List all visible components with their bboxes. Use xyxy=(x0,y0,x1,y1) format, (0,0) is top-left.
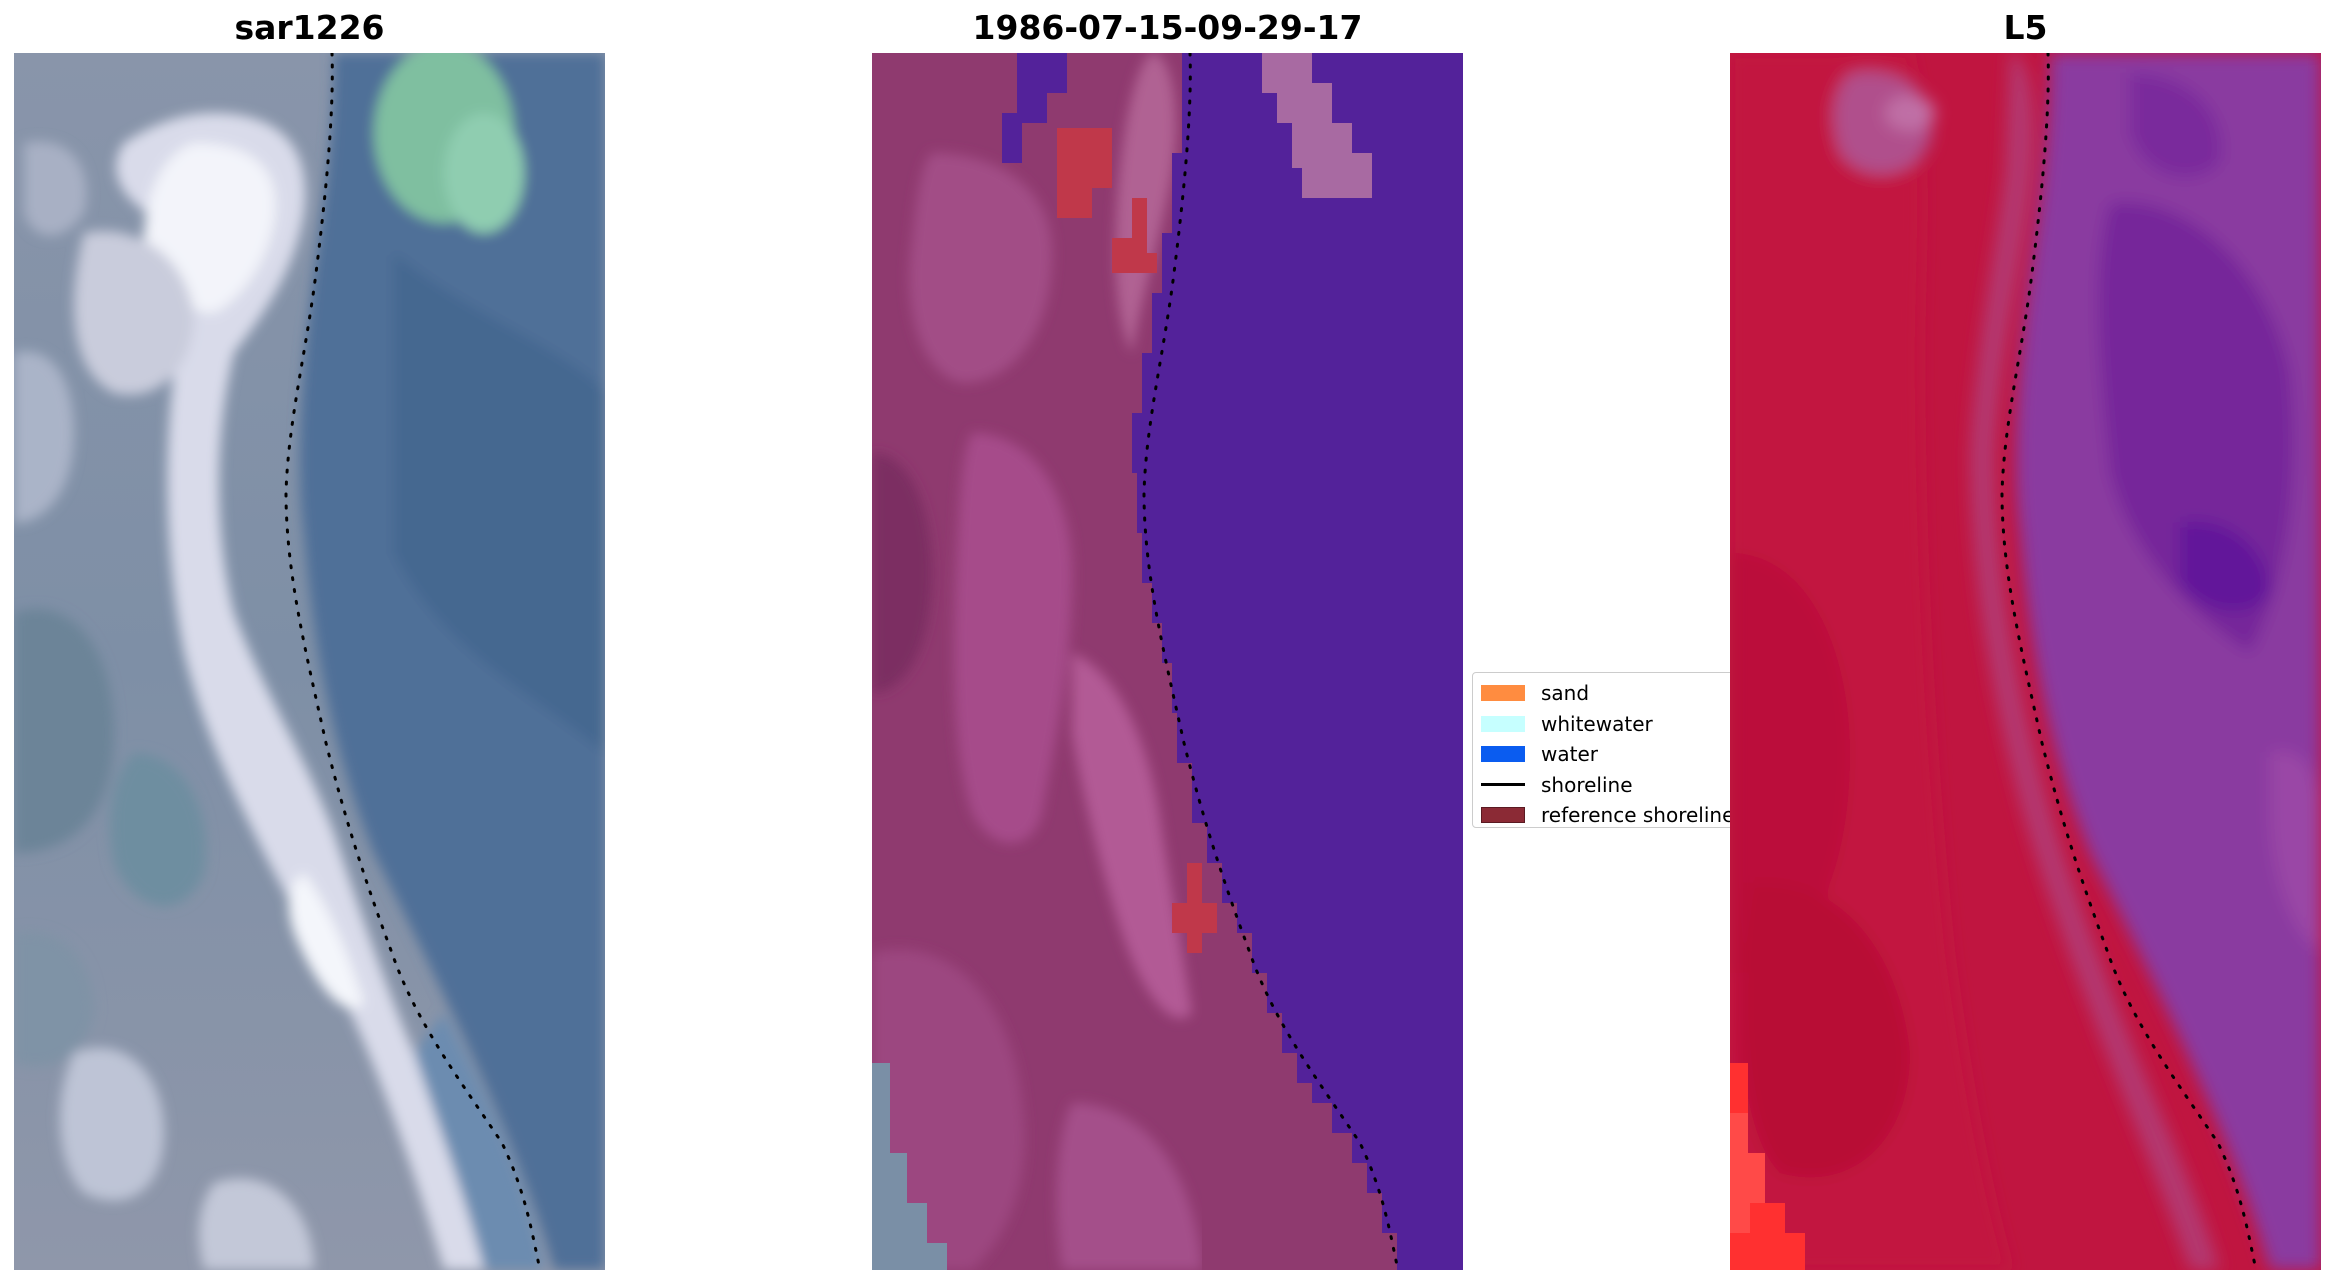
rgb-image-panel xyxy=(14,53,605,1270)
legend-label: sand xyxy=(1541,681,1590,706)
l5-image xyxy=(1730,53,2321,1270)
panel-title-rgb: sar1226 xyxy=(234,8,385,47)
reference-shoreline-swatch xyxy=(1481,807,1525,824)
rgb-image xyxy=(14,53,605,1270)
panel-title-l5: L5 xyxy=(2003,8,2048,47)
shoreline-swatch xyxy=(1481,783,1525,787)
legend-item-whitewater: whitewater xyxy=(1481,709,1871,740)
sand-swatch xyxy=(1481,685,1525,702)
l5-image-panel xyxy=(1730,53,2321,1270)
legend-item-shoreline: shoreline xyxy=(1481,770,1871,801)
legend-label: shoreline xyxy=(1541,772,1633,797)
legend-label: whitewater xyxy=(1541,711,1653,736)
legend-item-reference-shoreline: reference shoreline xyxy=(1481,800,1871,828)
legend-label: reference shoreline xyxy=(1541,803,1735,828)
panel-title-classification: 1986-07-15-09-29-17 xyxy=(972,8,1363,47)
legend-item-sand: sand xyxy=(1481,678,1871,709)
water-swatch xyxy=(1481,746,1525,763)
classification-image-panel xyxy=(872,53,1463,1270)
whitewater-swatch xyxy=(1481,715,1525,732)
legend-item-water: water xyxy=(1481,739,1871,770)
classification-image xyxy=(872,53,1463,1270)
legend-label: water xyxy=(1541,742,1598,767)
